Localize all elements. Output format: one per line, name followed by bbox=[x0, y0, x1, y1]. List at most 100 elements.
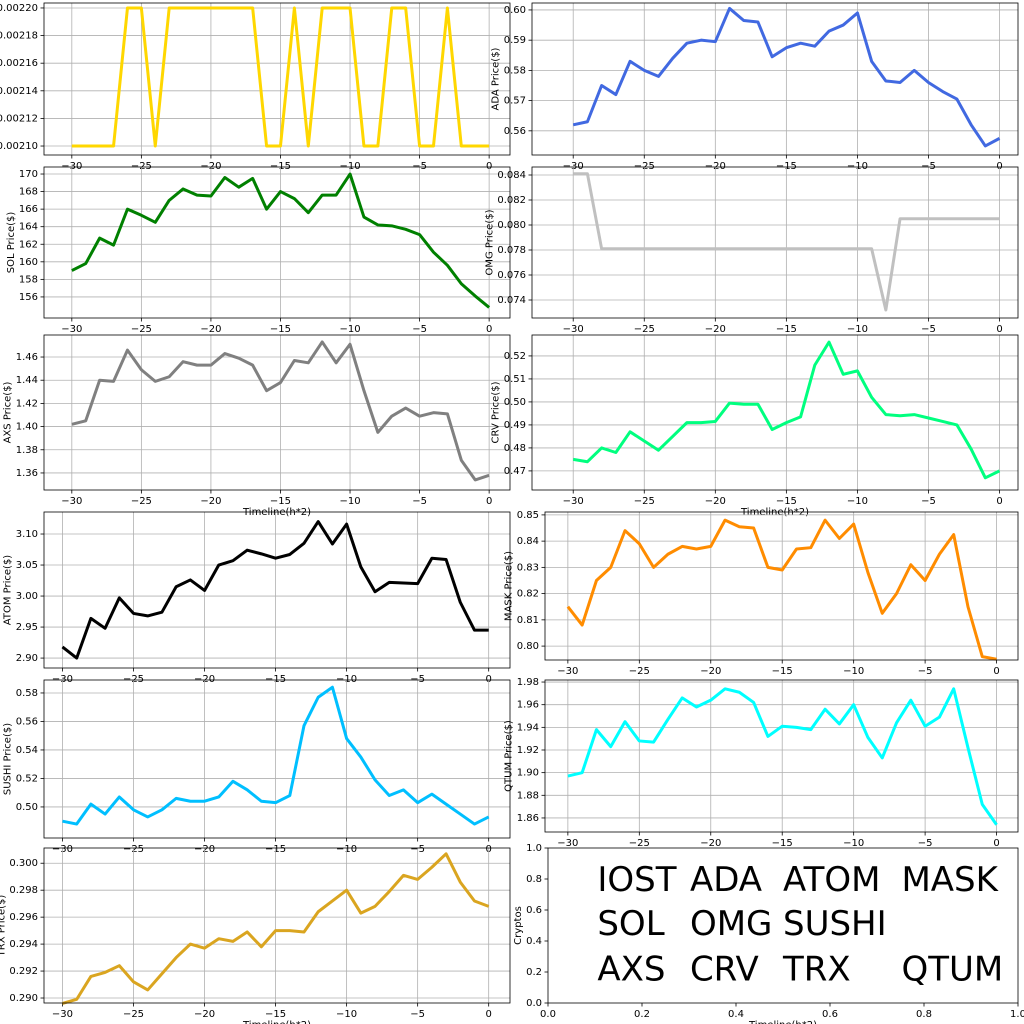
x-tick-label: −15 bbox=[270, 161, 291, 172]
price-line bbox=[62, 852, 490, 1005]
x-tick-label: −25 bbox=[131, 161, 152, 172]
x-tick-label: −30 bbox=[61, 496, 82, 507]
y-tick-label: 0.57 bbox=[504, 96, 526, 107]
y-tick-label: 1.36 bbox=[16, 468, 38, 479]
x-tick-label: −25 bbox=[634, 161, 655, 172]
y-tick-label: 0.084 bbox=[497, 170, 526, 181]
axes-frame bbox=[43, 679, 511, 839]
y-tick-label: 0.00220 bbox=[0, 3, 38, 14]
x-tick-label: −5 bbox=[412, 324, 427, 335]
y-axis-label: CRV Price($) bbox=[491, 381, 502, 443]
y-tick-label: 1.46 bbox=[16, 352, 38, 363]
y-tick-label: 0.60 bbox=[504, 5, 526, 16]
y-tick-label: 0.074 bbox=[497, 295, 526, 306]
y-tick-label: 1.92 bbox=[517, 745, 539, 756]
x-tick-label: −20 bbox=[700, 838, 721, 849]
x-tick-label: −15 bbox=[772, 666, 793, 677]
x-tick-label: −15 bbox=[270, 324, 291, 335]
x-tick-label: −30 bbox=[52, 1009, 73, 1020]
y-tick-label: 0.2 bbox=[526, 967, 542, 978]
legend-label: OMG bbox=[690, 904, 772, 944]
price-line bbox=[71, 172, 491, 309]
x-tick-label: −5 bbox=[918, 838, 933, 849]
y-tick-label: 0.0 bbox=[526, 998, 542, 1009]
x-tick-label: −25 bbox=[131, 496, 152, 507]
legend-label: AXS bbox=[597, 950, 665, 990]
x-tick-label: −25 bbox=[123, 1009, 144, 1020]
y-tick-label: 0.54 bbox=[16, 745, 38, 756]
y-tick-label: 0.50 bbox=[16, 802, 38, 813]
y-tick-label: 1.38 bbox=[16, 445, 38, 456]
x-tick-label: −5 bbox=[412, 161, 427, 172]
y-tick-label: 158 bbox=[19, 274, 38, 285]
y-tick-label: 1.90 bbox=[517, 768, 539, 779]
y-tick-label: 0.83 bbox=[517, 562, 539, 573]
axes-frame bbox=[43, 511, 511, 669]
y-tick-label: 0.50 bbox=[504, 397, 526, 408]
y-tick-label: 1.42 bbox=[16, 398, 38, 409]
x-tick-label: −30 bbox=[52, 674, 73, 685]
x-tick-label: −15 bbox=[776, 496, 797, 507]
x-tick-label: −15 bbox=[772, 838, 793, 849]
y-axis-label: SOL Price($) bbox=[6, 212, 17, 274]
y-tick-label: 0.294 bbox=[9, 939, 38, 950]
y-axis-label: ADA Price($) bbox=[491, 47, 502, 110]
y-tick-label: 168 bbox=[19, 187, 38, 198]
y-tick-label: 0.300 bbox=[9, 858, 38, 869]
y-tick-label: 1.98 bbox=[517, 677, 539, 688]
price-line bbox=[573, 172, 1000, 312]
price-line bbox=[71, 340, 490, 482]
y-tick-label: 0.076 bbox=[497, 270, 526, 281]
x-tick-label: −10 bbox=[843, 838, 864, 849]
axes-frame bbox=[531, 166, 1019, 319]
x-tick-label: 0.0 bbox=[540, 1009, 556, 1020]
x-tick-label: −30 bbox=[557, 838, 578, 849]
x-tick-label: −20 bbox=[200, 496, 221, 507]
x-tick-label: −5 bbox=[921, 161, 936, 172]
x-tick-label: −15 bbox=[270, 496, 291, 507]
y-tick-label: 0.00216 bbox=[0, 58, 38, 69]
legend-label: CRV bbox=[690, 950, 759, 990]
y-tick-label: 2.90 bbox=[16, 653, 38, 664]
y-tick-label: 3.05 bbox=[16, 560, 38, 571]
y-tick-label: 0.52 bbox=[504, 351, 526, 362]
axes-frame bbox=[43, 334, 511, 491]
x-tick-label: −25 bbox=[634, 324, 655, 335]
price-line bbox=[61, 520, 489, 660]
x-tick-label: 0 bbox=[486, 496, 492, 507]
price-line bbox=[566, 518, 997, 661]
x-tick-label: 0.2 bbox=[634, 1009, 650, 1020]
legend-label: ATOM bbox=[783, 860, 880, 900]
x-tick-label: −20 bbox=[200, 161, 221, 172]
x-tick-label: −5 bbox=[412, 496, 427, 507]
x-axis-label: Timeline(h*2) bbox=[242, 1020, 311, 1024]
x-tick-label: 0 bbox=[996, 161, 1002, 172]
y-tick-label: 0.4 bbox=[526, 936, 542, 947]
y-tick-label: 0.298 bbox=[9, 885, 38, 896]
y-tick-label: 0.51 bbox=[504, 374, 526, 385]
x-tick-label: −25 bbox=[123, 674, 144, 685]
x-tick-label: −20 bbox=[705, 496, 726, 507]
price-line bbox=[71, 6, 490, 148]
x-tick-label: −20 bbox=[200, 324, 221, 335]
x-tick-label: 0.6 bbox=[822, 1009, 838, 1020]
y-tick-label: 0.00218 bbox=[0, 31, 38, 42]
axes-frame bbox=[544, 679, 1019, 833]
x-tick-label: −20 bbox=[194, 674, 215, 685]
axes-frame bbox=[531, 2, 1019, 156]
y-tick-label: 1.86 bbox=[517, 813, 539, 824]
x-tick-label: −5 bbox=[918, 666, 933, 677]
y-tick-label: 0.58 bbox=[16, 688, 38, 699]
y-axis-label: SUSHI Price($) bbox=[3, 723, 14, 795]
x-axis-label: Timeline(h*2) bbox=[242, 507, 311, 518]
y-tick-label: 3.00 bbox=[16, 591, 38, 602]
x-tick-label: −30 bbox=[61, 324, 82, 335]
x-tick-label: −5 bbox=[410, 1009, 425, 1020]
x-tick-label: 0 bbox=[993, 838, 999, 849]
price-line bbox=[572, 340, 1001, 480]
x-tick-label: 0 bbox=[486, 324, 492, 335]
legend-label: QTUM bbox=[901, 950, 1003, 990]
y-axis-label: OMG Price($) bbox=[484, 209, 495, 275]
y-tick-label: 0.80 bbox=[517, 641, 539, 652]
